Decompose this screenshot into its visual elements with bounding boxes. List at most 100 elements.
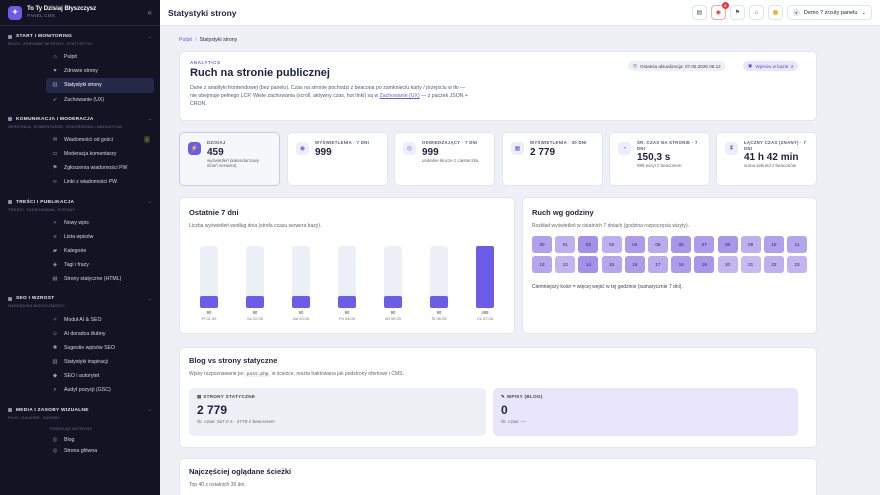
sidebar-item[interactable]: ≡ Lista wpisów [46,230,154,244]
preview-label: PODGLĄD WITRYNY [50,425,93,431]
sidebar-item[interactable]: ⚑ Zgłoszenia wiadomości PW [46,161,154,175]
bar [292,295,310,308]
sidebar-item[interactable]: ✧ Moduł AI & SEO [46,312,154,326]
sidebar-item[interactable]: ▰ Kategorie [46,244,154,258]
sidebar-item[interactable]: ➶ Zachowanie (UX) [46,93,154,107]
flag-icon: ⚑ [52,165,58,172]
ux-link[interactable]: Zachowanie (UX) [379,92,420,99]
hour-cell: 04 [624,236,645,253]
x-tick-label: Pn 04.05 [338,316,355,321]
sidebar-item-label: Zdrowie strony [64,68,99,75]
preview-link[interactable]: ◎ Blog [46,435,154,446]
section-subtitle: PLIKI, GALERIE, ZASOBY [8,414,61,420]
sidebar-item[interactable]: ☺ AI doradca ślubny [46,327,154,341]
flag-icon[interactable]: ⚑ [729,5,745,20]
breadcrumb-root[interactable]: Pulpit [179,37,192,43]
sidebar-item[interactable]: ◈ Tagi i frazy [46,258,154,272]
entries-text: Wpisów w bazie: 2 [755,63,794,69]
section-header[interactable]: START I MONITORING ⌄ [0,30,160,40]
hour-cell: 15 [601,256,622,274]
stat-label: WYŚWIETLENIA · 30 DNI [530,140,587,145]
stat-label: ŚR. CZAS NA STRONIE · 7 DNI [637,140,698,151]
hour-cell: 08 [717,236,738,253]
stat-label: ODWIEDZAJĄCY · 7 DNI [422,140,478,145]
section-header[interactable]: MEDIA I ZASOBY WIZUALNE ⌄ [0,404,160,414]
hour-cell: 10 [763,236,784,253]
static-sub: Śr. czas: 157,0 s · 2779 z beaconem [197,420,275,425]
stat-sub: wyświetleń (kalendarzowy dzień serwera) [207,157,260,169]
sidebar-item[interactable]: ◆ SEO i autorytet [46,369,154,383]
sidebar-item[interactable]: ⌂ Pulpit [46,50,154,64]
hours-subtitle: Rozkład wyświetleń w ostatnich 7 dniach … [532,223,690,229]
bar-track: 90 Śr 06.05 [430,246,448,321]
section-header[interactable]: SEO I WZROST ⌄ [0,292,160,302]
x-tick-label: Śr 06.05 [431,316,447,321]
sidebar-item-label: Zachowanie (UX) [64,96,105,103]
bar-track: 90 So 02.05 [246,246,264,321]
hours-note: Ciemniejszy kolor = więcej wejść w tej g… [532,284,683,290]
sidebar-item-label: SEO i autorytet [64,373,100,380]
sidebar-item[interactable]: + Nowy wpis [46,216,154,230]
bar-track: 90 Nd 03.05 [292,246,310,321]
chevron-down-icon: ⌄ [147,295,152,302]
stat-value: 999 [315,146,332,158]
section-header[interactable]: KOMUNIKACJA I MODERACJA ⌄ [0,113,160,123]
week-panel: Ostatnie 7 dni Liczba wyświetleń według … [179,197,515,334]
stat-card: ◎ ODWIEDZAJĄCY · 7 DNI 999 unikalne klucze … [394,132,495,186]
sidebar-item[interactable]: ▥ Statystyki strony [46,78,154,93]
section-icon [8,200,12,204]
section-title: KOMUNIKACJA I MODERACJA [16,116,94,122]
bar-value-label: 459 [481,310,489,315]
home-icon[interactable]: ⌂ [748,5,764,20]
sidebar-item[interactable]: ⌕ Audyt pozycji (GSC) [46,383,154,397]
heart-icon: ♥ [53,68,57,75]
sidebar-item[interactable]: ♥ Zdrowie strony [46,64,154,78]
calendar-icon: ▦ [511,142,524,155]
theme-toggle-button[interactable] [767,5,783,20]
bar-track: 90 Wt 05.05 [384,246,402,321]
stat-body: ŁĄCZNY CZAS (ZNANY) · 7 DNI 41 h 42 min su… [744,140,808,169]
file-icon: ▤ [52,276,58,283]
paths-panel: Najczęściej oglądane ścieżki Top 40 z os… [179,458,817,495]
preview-link-label: Blog [64,437,75,444]
sidebar-item[interactable]: ▭ Moderacja komentarzy [46,147,154,161]
chevron-down-icon: ⌄ [147,199,152,205]
sidebar-item[interactable]: ▥ Statystyki inspiracji [46,355,154,369]
chevron-down-icon: ⌄ [147,116,152,123]
section-icon [8,117,12,122]
notifications-button[interactable]: ◉ 6 [710,2,729,20]
sidebar-item-label: Statystyki strony [64,82,102,89]
file-icon: ▤ [197,394,204,399]
sidebar-item-label: Tagi i frazy [64,262,89,269]
bar-value-label: 90 [252,310,258,315]
clipboard-icon[interactable]: ▤ [691,5,707,20]
section-header[interactable]: TREŚCI I PUBLIKACJA ⌄ [0,196,160,206]
sparkle-icon: ✧ [52,316,58,323]
hour-cell: 09 [740,236,761,253]
sidebar-item[interactable]: ✉ Wiadomości od gości 0 [46,133,154,147]
sidebar-item[interactable]: ∞ Linki z wiadomości PW [46,175,154,189]
preview-link[interactable]: ◎ Strona główna [46,446,154,457]
sun-icon [772,10,778,15]
mail-icon: ✉ [52,136,58,143]
section-icon [8,296,12,301]
sidebar-item[interactable]: ✺ Sugestie wpisów SEO [46,341,154,355]
x-tick-label: So 02.05 [246,316,263,321]
collapse-sidebar-icon[interactable]: « [147,8,152,17]
hours-heatmap: 00 01 02 03 04 05 06 07 08 09 10 11 12 13 14 15 16 17 18 19… [532,236,810,274]
stat-label: DZISIAJ [207,140,226,145]
bot-icon: ☺ [52,330,58,337]
section-subtitle: TREŚCI, TAKSONOMIA, STRONY [8,206,76,212]
chevron-down-icon: ⌄ [147,407,152,414]
stat-value: 41 h 42 min [744,152,799,164]
sidebar-section: START I MONITORING ⌄ RUCH, ZDROWIE WITRYNY… [0,26,160,109]
stat-card: ⧗ ŁĄCZNY CZAS (ZNANY) · 7 DNI 41 h 42 min s… [716,132,817,186]
section-icon [8,408,12,413]
user-menu[interactable]: ● Demo ? zrzuty panelu ⌄ [786,5,872,20]
stat-card: ▦ WYŚWIETLENIA · 30 DNI 2 779 [502,132,603,186]
breadcrumb-current: Statystyki strony [199,37,238,43]
bar [200,295,218,308]
sidebar-item-label: Moduł AI & SEO [64,316,102,323]
user-name: Demo ? zrzuty panelu [803,9,858,16]
sidebar-item[interactable]: ▤ Strony statyczne (HTML) [46,272,154,286]
